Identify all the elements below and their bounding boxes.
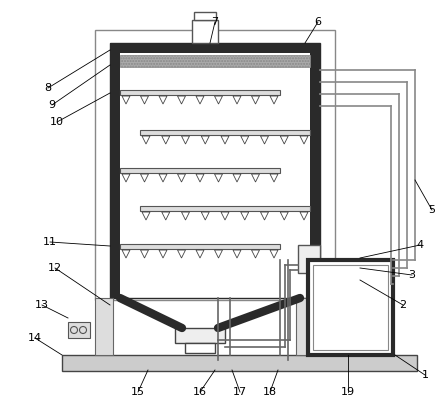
Bar: [62, 355, 417, 371]
Text: 8: 8: [44, 83, 51, 93]
Bar: [308, 260, 393, 355]
Text: 15: 15: [131, 387, 145, 397]
Bar: [175, 328, 225, 343]
Text: 12: 12: [48, 263, 62, 273]
Text: 1: 1: [421, 370, 428, 380]
Bar: [140, 130, 310, 135]
Bar: [194, 12, 216, 20]
Text: 11: 11: [43, 237, 57, 247]
Text: 14: 14: [28, 333, 42, 343]
Text: 16: 16: [193, 387, 207, 397]
Bar: [95, 298, 113, 355]
Bar: [110, 43, 320, 298]
Text: 3: 3: [408, 270, 416, 280]
Text: 13: 13: [35, 300, 49, 310]
Text: 18: 18: [263, 387, 277, 397]
Bar: [298, 245, 320, 273]
Text: 6: 6: [315, 17, 322, 27]
Bar: [296, 298, 314, 355]
Bar: [140, 206, 310, 211]
Bar: [310, 43, 320, 298]
Bar: [120, 90, 280, 95]
Bar: [110, 43, 320, 53]
Bar: [185, 343, 215, 353]
Text: 7: 7: [211, 17, 218, 27]
Text: 5: 5: [428, 205, 435, 215]
Bar: [68, 322, 90, 338]
Text: 10: 10: [50, 117, 64, 127]
Text: 19: 19: [341, 387, 355, 397]
Text: 2: 2: [400, 300, 407, 310]
Text: 9: 9: [48, 100, 55, 110]
Bar: [192, 20, 218, 43]
Bar: [110, 43, 120, 298]
Bar: [120, 168, 280, 173]
Bar: [95, 30, 335, 300]
Bar: [313, 265, 388, 350]
Text: 4: 4: [416, 240, 424, 250]
Bar: [120, 55, 310, 67]
Text: 17: 17: [233, 387, 247, 397]
Bar: [120, 244, 280, 249]
